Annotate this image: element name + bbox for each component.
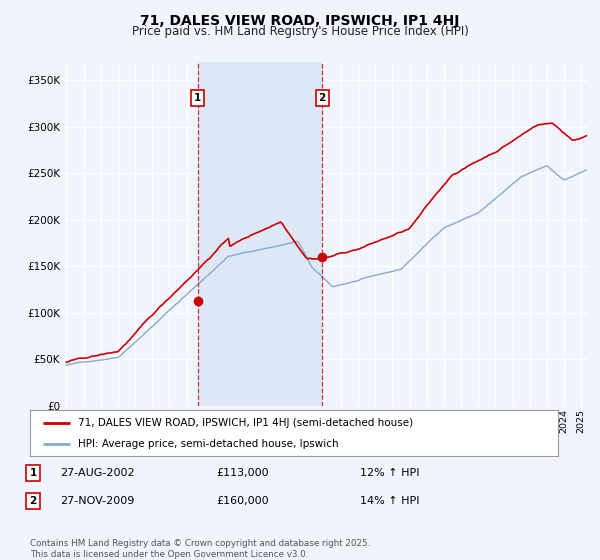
- Text: 27-NOV-2009: 27-NOV-2009: [60, 496, 134, 506]
- Text: 14% ↑ HPI: 14% ↑ HPI: [360, 496, 419, 506]
- Text: £160,000: £160,000: [216, 496, 269, 506]
- Bar: [197, 62, 322, 406]
- Text: 1: 1: [194, 93, 202, 103]
- Text: HPI: Average price, semi-detached house, Ipswich: HPI: Average price, semi-detached house,…: [77, 439, 338, 449]
- Text: Contains HM Land Registry data © Crown copyright and database right 2025.
This d: Contains HM Land Registry data © Crown c…: [30, 539, 370, 559]
- Text: Price paid vs. HM Land Registry's House Price Index (HPI): Price paid vs. HM Land Registry's House …: [131, 25, 469, 38]
- Text: 2: 2: [319, 93, 326, 103]
- Text: 71, DALES VIEW ROAD, IPSWICH, IP1 4HJ: 71, DALES VIEW ROAD, IPSWICH, IP1 4HJ: [140, 14, 460, 28]
- Text: 71, DALES VIEW ROAD, IPSWICH, IP1 4HJ (semi-detached house): 71, DALES VIEW ROAD, IPSWICH, IP1 4HJ (s…: [77, 418, 413, 428]
- Text: 1: 1: [29, 468, 37, 478]
- Text: 12% ↑ HPI: 12% ↑ HPI: [360, 468, 419, 478]
- Text: £113,000: £113,000: [216, 468, 269, 478]
- Text: 27-AUG-2002: 27-AUG-2002: [60, 468, 134, 478]
- Text: 2: 2: [29, 496, 37, 506]
